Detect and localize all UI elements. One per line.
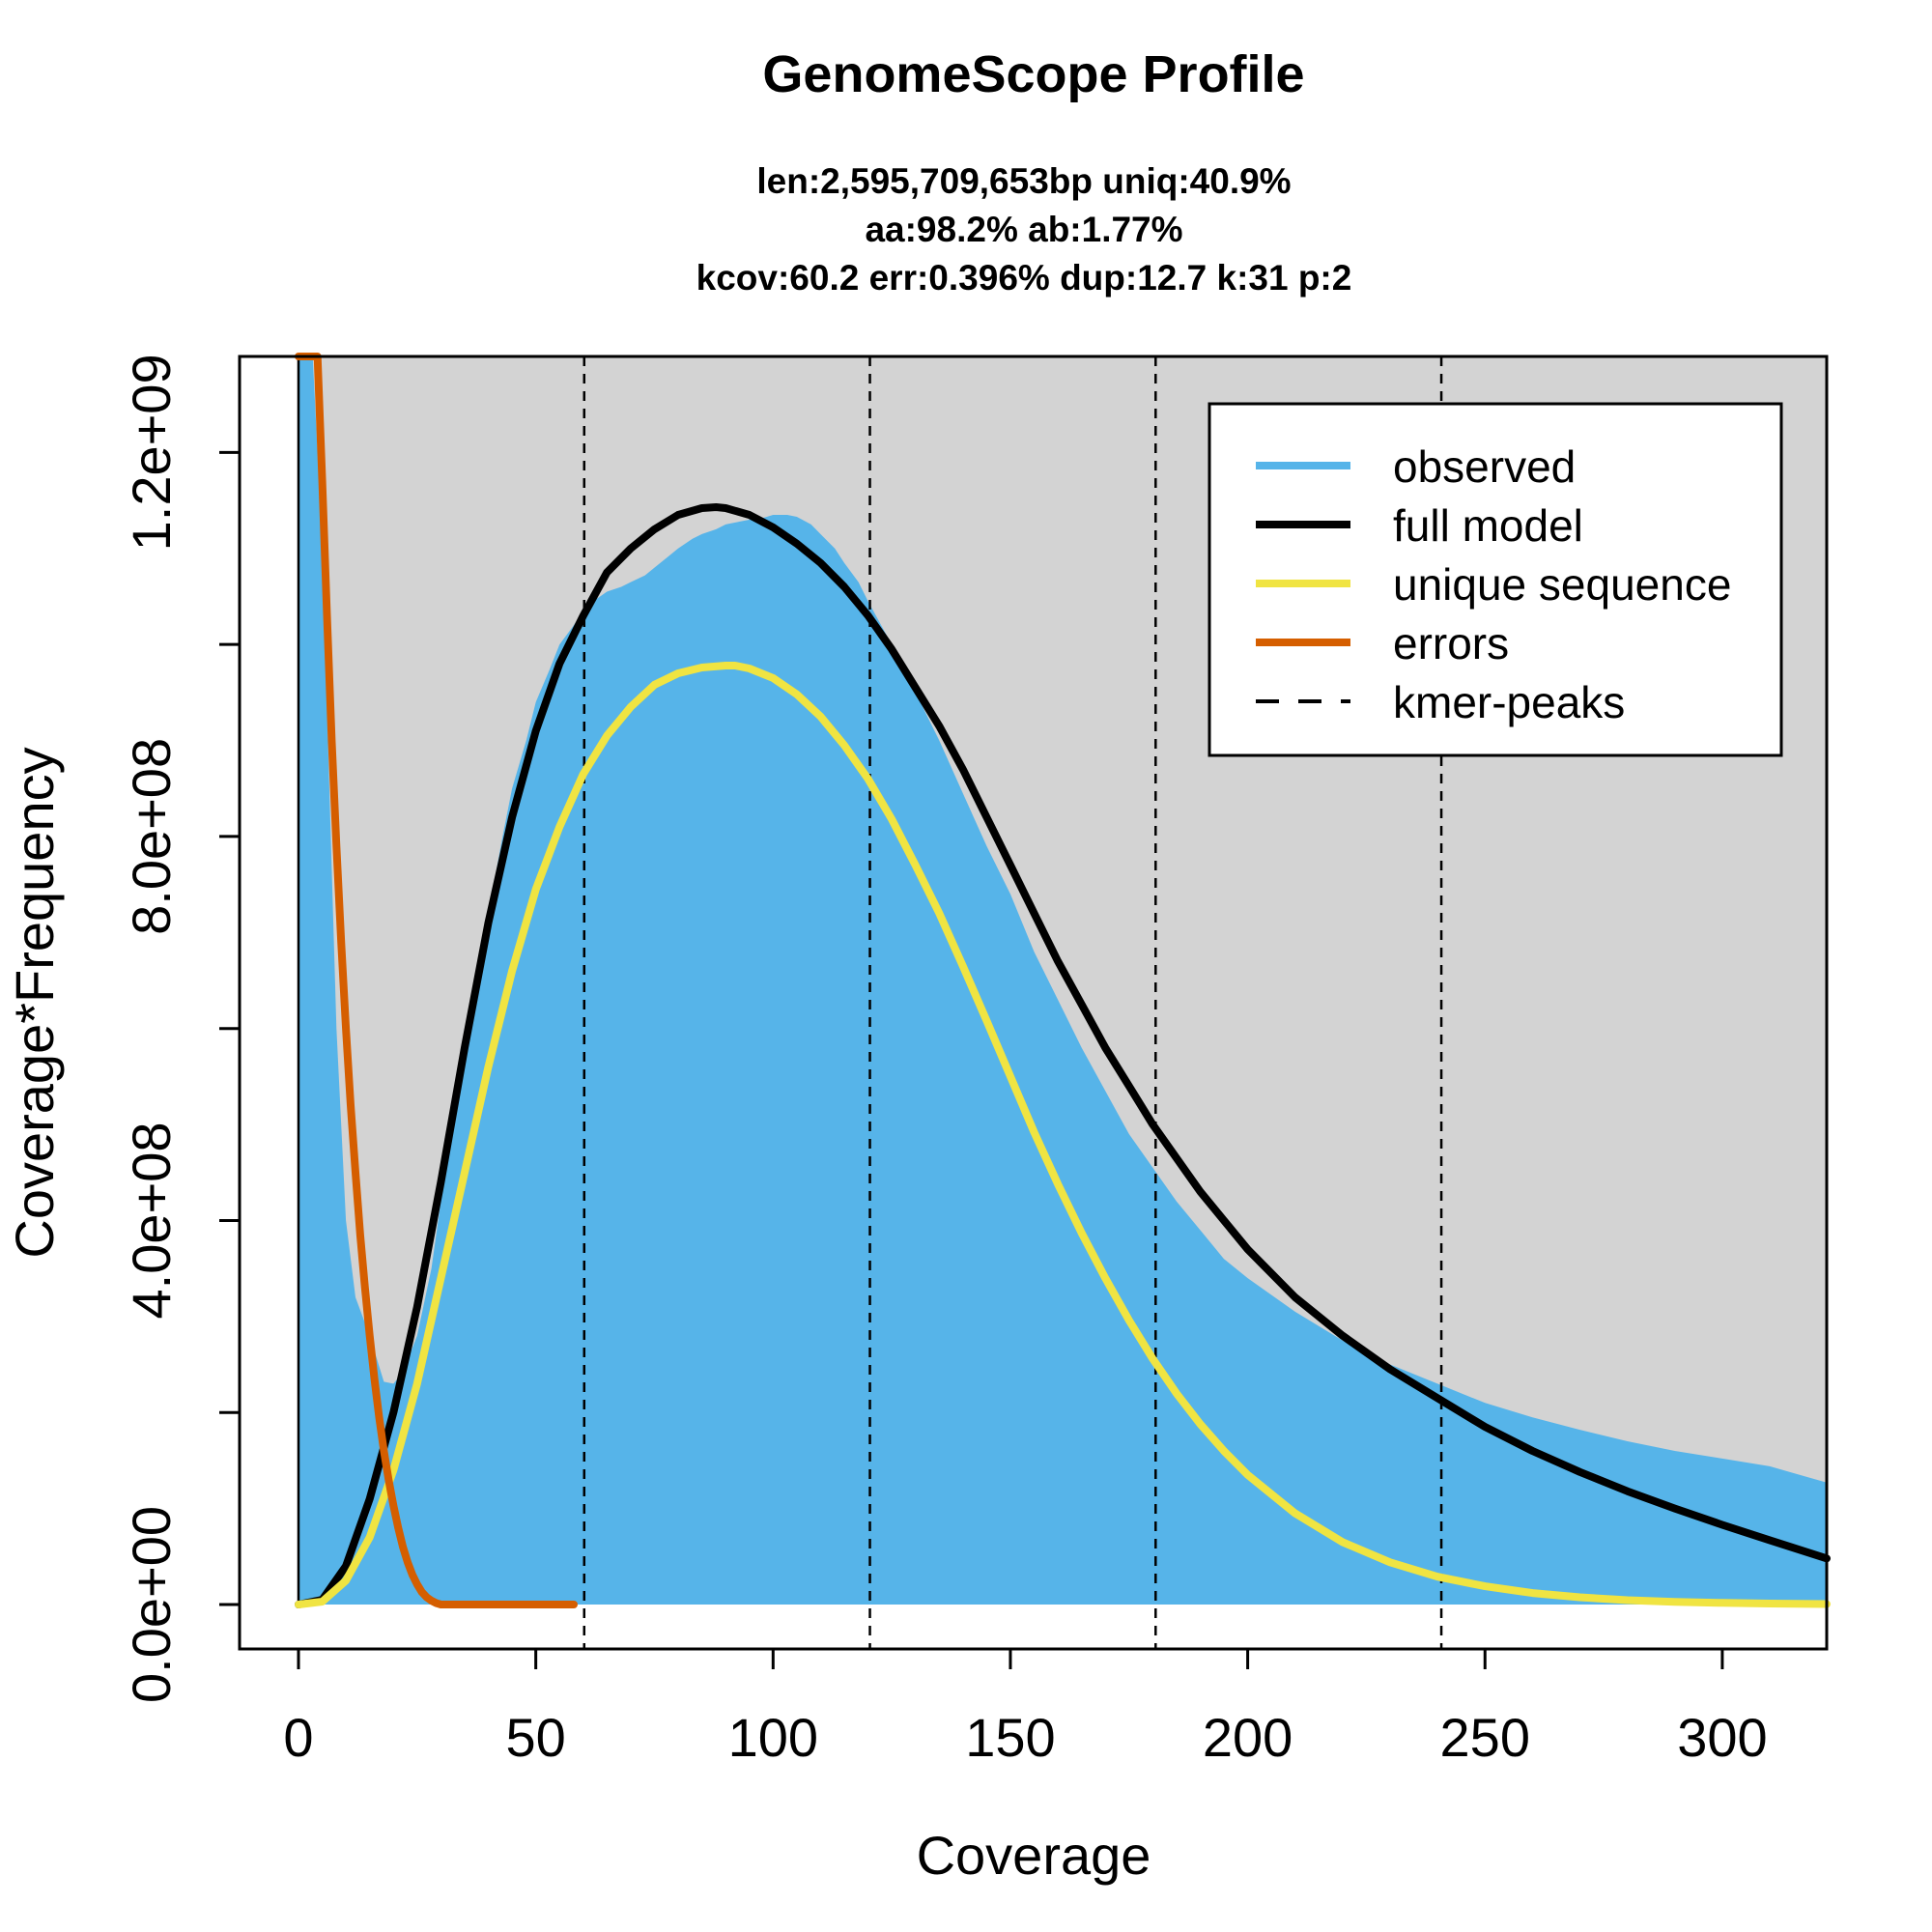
x-tick-label: 300 — [1677, 1707, 1767, 1768]
observed-series — [297, 356, 1827, 1605]
series-errors-line — [295, 353, 578, 1608]
x-axis: 0 50 100 150 200 250 300 — [283, 1647, 1768, 1768]
y-axis-label: Coverage*Frequency — [4, 747, 65, 1258]
x-tick-label: 200 — [1203, 1707, 1293, 1768]
x-tick-label: 250 — [1440, 1707, 1530, 1768]
x-axis-label: Coverage — [917, 1825, 1151, 1886]
chart-subtitle-line-1: len:2,595,709,653bp uniq:40.9% — [756, 161, 1291, 201]
legend-label-kmer-peaks: kmer-peaks — [1393, 677, 1625, 727]
chart-subtitle-line-2: aa:98.2% ab:1.77% — [865, 210, 1182, 249]
chart-title: GenomeScope Profile — [762, 45, 1304, 103]
model-lines — [295, 353, 1831, 1608]
legend: observed full model unique sequence errors k… — [1208, 402, 1783, 757]
y-tick-label: 0.0e+00 — [121, 1506, 182, 1703]
x-tick-label: 100 — [728, 1707, 818, 1768]
series-observed-area — [298, 356, 1827, 1605]
legend-label-errors: errors — [1393, 618, 1509, 668]
y-tick-label: 1.2e+09 — [121, 354, 182, 551]
series-full-model-line — [295, 503, 1831, 1608]
y-tick-label: 4.0e+08 — [121, 1122, 182, 1320]
x-tick-label: 0 — [283, 1707, 313, 1768]
chart-subtitle-line-3: kcov:60.2 err:0.396% dup:12.7 k:31 p:2 — [696, 258, 1352, 298]
legend-label-unique-sequence: unique sequence — [1393, 559, 1731, 610]
y-axis: 0.0e+00 4.0e+08 8.0e+08 1.2e+09 — [121, 354, 242, 1703]
y-tick-label: 8.0e+08 — [121, 738, 182, 935]
x-tick-label: 150 — [965, 1707, 1055, 1768]
legend-label-full-model: full model — [1393, 500, 1583, 551]
x-tick-label: 50 — [506, 1707, 566, 1768]
series-unique-sequence-line — [295, 662, 1831, 1608]
legend-label-observed: observed — [1393, 441, 1576, 492]
